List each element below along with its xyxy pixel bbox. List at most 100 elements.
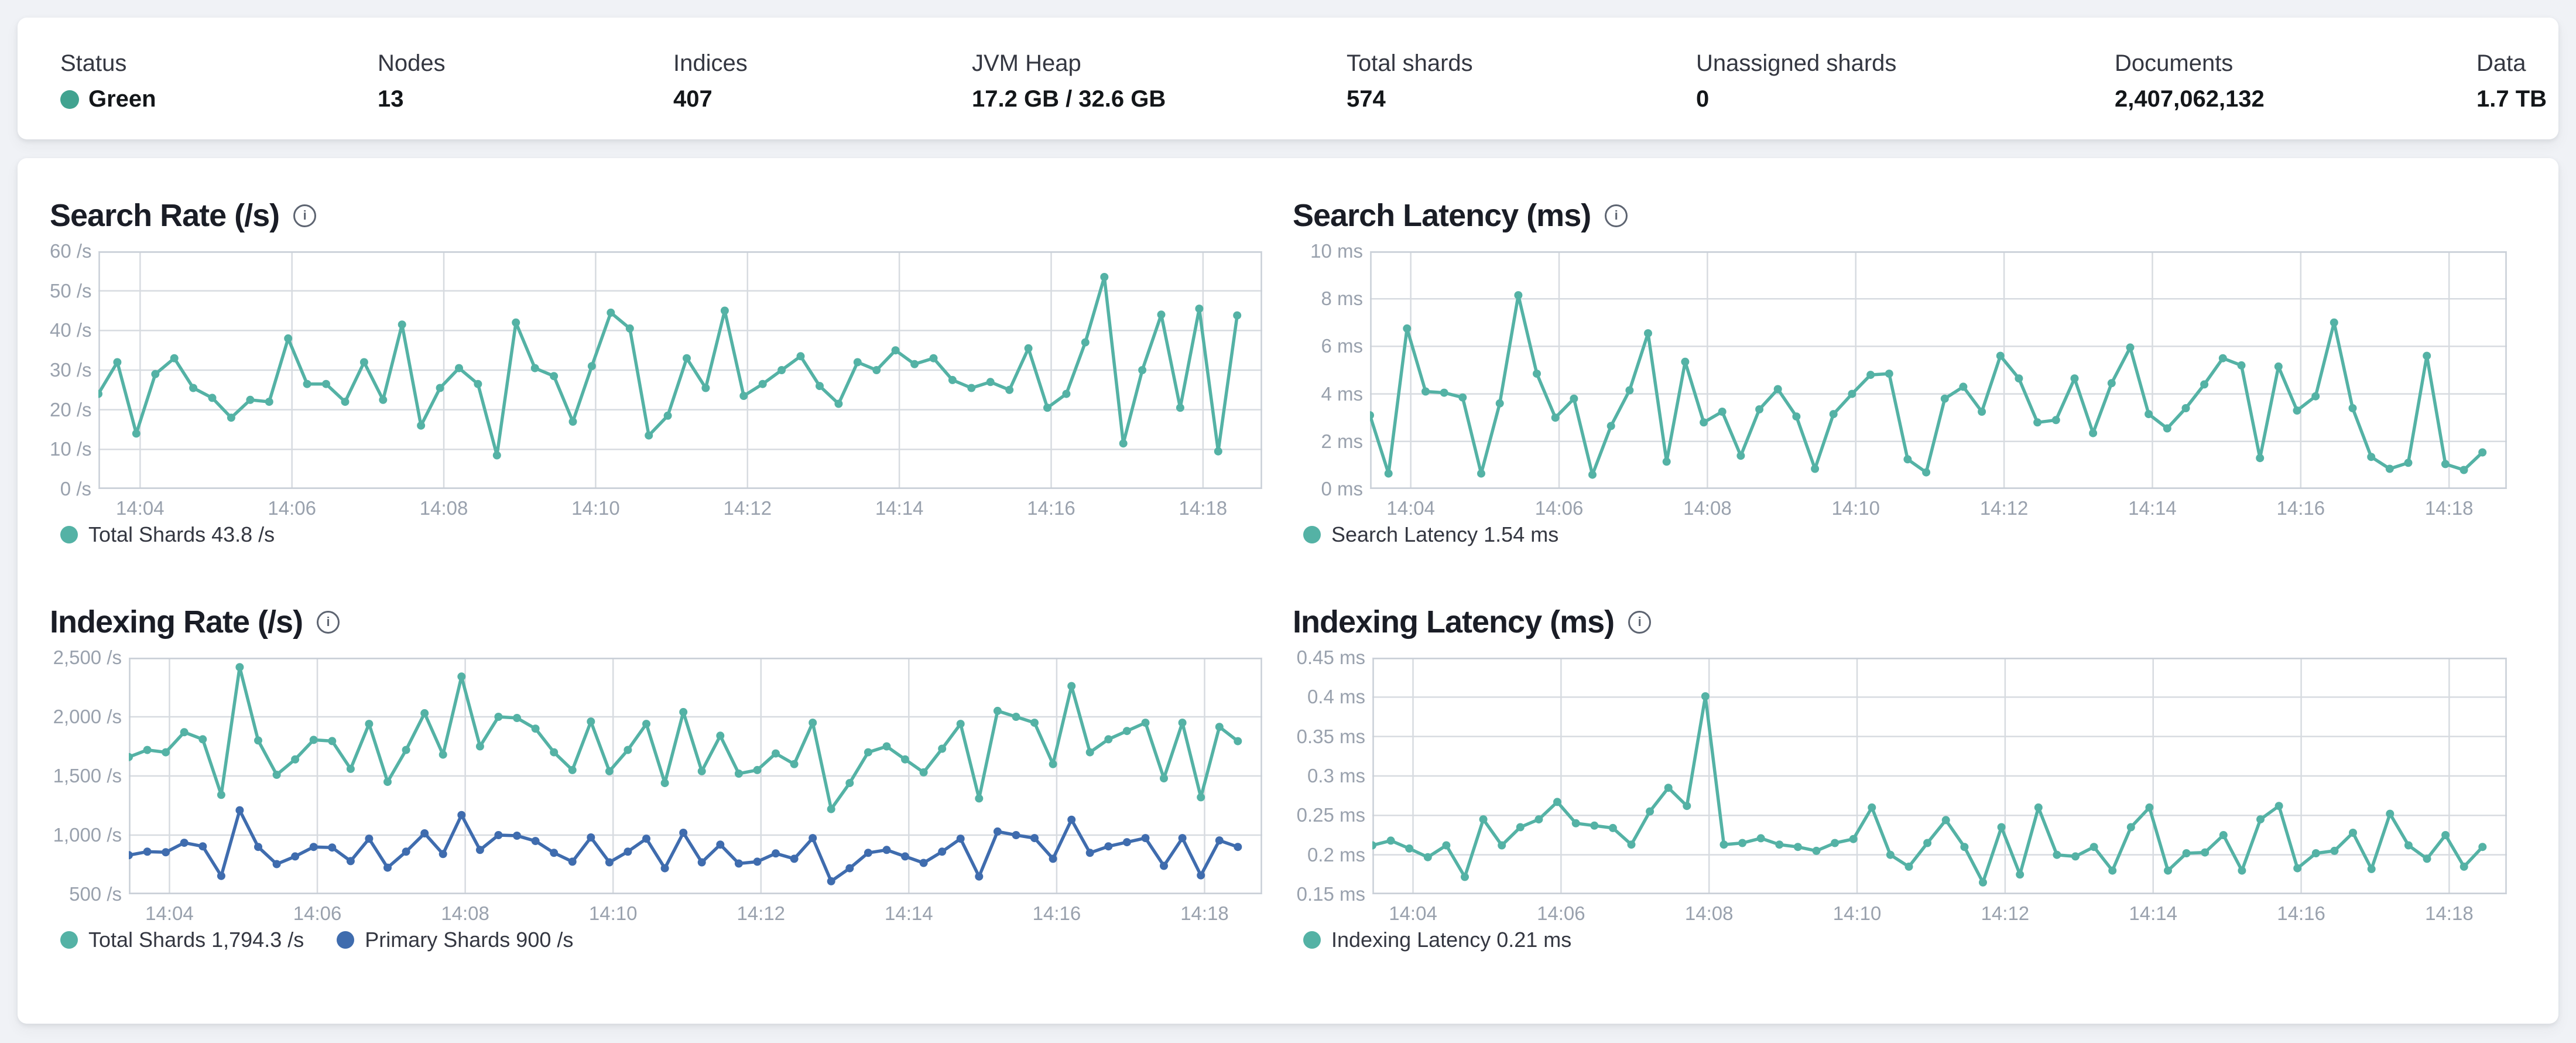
data-point: [1627, 840, 1636, 849]
data-point: [587, 717, 595, 726]
legend-item: Total Shards 1,794.3 /s: [60, 928, 304, 952]
data-point: [1067, 682, 1076, 690]
data-point: [379, 395, 388, 404]
data-point: [697, 858, 706, 867]
data-point: [1043, 403, 1051, 412]
plot-region[interactable]: 0 ms 2 ms 4 ms 6 ms 8 ms 10 ms 14:04 14:06 14:08…: [1293, 240, 2507, 519]
plot-area[interactable]: [1372, 658, 2507, 894]
data-point: [734, 859, 743, 868]
data-point: [568, 418, 577, 426]
data-point: [2164, 866, 2172, 875]
data-point: [1160, 774, 1168, 782]
data-point: [309, 843, 318, 852]
y-axis-label: 0 /s: [60, 478, 91, 500]
data-point: [235, 806, 244, 815]
data-point: [772, 749, 780, 758]
data-point: [1197, 793, 1205, 802]
data-point: [1831, 839, 1839, 847]
y-axis-label: 2,000 /s: [53, 706, 122, 727]
data-point: [322, 379, 330, 388]
data-point: [1461, 873, 1469, 881]
plot-area[interactable]: [129, 658, 1262, 894]
data-point: [2311, 849, 2320, 857]
data-point: [624, 847, 632, 856]
legend-label: Total Shards 1,794.3 /s: [88, 928, 304, 952]
data-point: [2423, 351, 2431, 360]
data-point: [1141, 834, 1150, 843]
data-point: [1718, 408, 1727, 416]
data-point: [2293, 864, 2302, 873]
stat-status: Status Green: [60, 50, 156, 112]
data-point: [1570, 394, 1578, 403]
y-axis-label: 0.25 ms: [1296, 804, 1365, 826]
data-point: [1811, 464, 1820, 473]
data-point: [1157, 310, 1166, 319]
data-point: [1960, 843, 1969, 852]
data-point: [1062, 389, 1071, 398]
data-point: [2070, 374, 2079, 383]
stat-label: Nodes: [378, 50, 446, 76]
data-point: [2089, 429, 2098, 437]
data-point: [1233, 311, 1242, 320]
x-axis-label: 14:08: [1684, 902, 1734, 924]
data-point: [217, 871, 225, 880]
data-point: [1700, 418, 1708, 427]
y-axis-label: 1,000 /s: [53, 824, 122, 846]
data-point: [475, 846, 484, 854]
x-axis-label: 14:10: [1831, 497, 1880, 519]
data-point: [809, 719, 817, 727]
data-point: [129, 851, 133, 860]
data-point: [1160, 861, 1168, 870]
data-point: [1553, 798, 1561, 806]
chart-indexing-latency: Indexing Latency (ms) i 0.15 ms 0.2 ms 0.2…: [1293, 604, 2542, 952]
data-point: [587, 362, 596, 371]
info-icon[interactable]: i: [293, 204, 317, 227]
metrics-panel: Search Rate (/s) i 0 /s 10 /s 20 /s 30 /s 40…: [18, 158, 2558, 1024]
data-point: [716, 840, 725, 849]
data-point: [1923, 839, 1932, 847]
data-point: [1477, 469, 1485, 478]
data-point: [2034, 803, 2043, 812]
x-axis-label: 14:16: [2276, 497, 2325, 519]
data-point: [1197, 871, 1205, 880]
data-point: [739, 392, 748, 400]
data-point: [1551, 413, 1560, 422]
stat-indices: Indices 407: [673, 50, 748, 112]
data-point: [938, 847, 947, 856]
plot-area[interactable]: [1370, 251, 2507, 489]
chart-search-rate: Search Rate (/s) i 0 /s 10 /s 20 /s 30 /s 40…: [50, 198, 1297, 547]
data-point: [1959, 382, 1968, 391]
data-point: [734, 770, 743, 778]
stat-label: Documents: [2115, 50, 2234, 76]
data-point: [1756, 834, 1765, 843]
data-point: [845, 864, 854, 873]
chart-indexing-rate: Indexing Rate (/s) i 500 /s 1,000 /s 1,500…: [50, 604, 1297, 952]
data-point: [1421, 387, 1430, 396]
data-point: [303, 379, 311, 388]
data-point: [309, 736, 318, 744]
data-point: [956, 720, 965, 729]
plot-area[interactable]: [98, 251, 1262, 489]
data-point: [265, 398, 273, 406]
info-icon[interactable]: i: [1628, 610, 1652, 634]
cluster-overview-bar: Status Green Nodes 13 Indices 407 JVM He…: [18, 18, 2558, 139]
data-point: [2053, 850, 2061, 859]
plot-region[interactable]: 500 /s 1,000 /s 1,500 /s 2,000 /s 2,500 /s 14…: [50, 647, 1262, 924]
data-point: [1178, 719, 1187, 727]
info-icon[interactable]: i: [317, 610, 340, 634]
data-point: [1941, 816, 1950, 825]
legend-dot: [60, 526, 78, 543]
data-point: [891, 346, 900, 355]
data-point: [2441, 831, 2450, 839]
stat-value: 1.7 TB: [2476, 86, 2547, 112]
data-point: [457, 672, 466, 681]
data-point: [420, 709, 429, 717]
plot-region[interactable]: 0 /s 10 /s 20 /s 30 /s 40 /s 50 /s 60 /s 14:04 1…: [50, 240, 1262, 519]
info-icon[interactable]: i: [1605, 204, 1628, 227]
data-point: [1829, 410, 1838, 419]
data-point: [1922, 468, 1931, 477]
plot-region[interactable]: 0.15 ms 0.2 ms 0.25 ms 0.3 ms 0.35 ms 0.4 ms 0…: [1293, 647, 2507, 924]
x-axis-label: 14:14: [885, 902, 933, 924]
data-point: [1571, 819, 1580, 827]
legend-item: Search Latency 1.54 ms: [1303, 522, 1558, 547]
